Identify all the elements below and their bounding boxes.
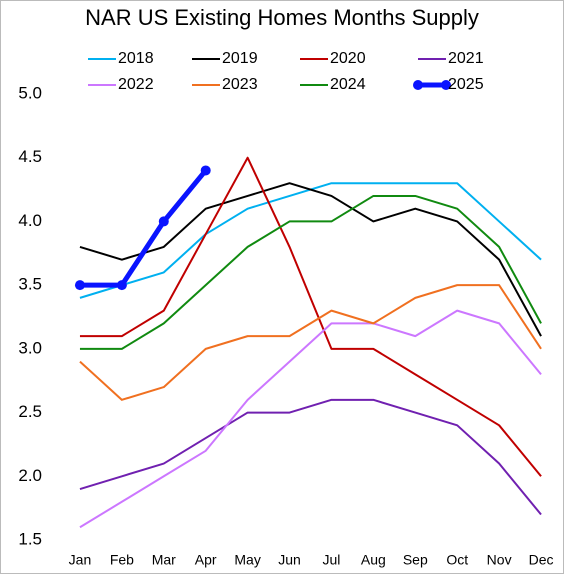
series-line (79, 284, 542, 401)
y-tick-label: 2.5 (18, 402, 42, 421)
y-tick-label: 5.0 (18, 83, 42, 102)
series-marker (158, 216, 169, 227)
y-tick-label: 3.0 (18, 338, 42, 357)
series-line (79, 156, 542, 477)
x-tick-label: Jan (69, 552, 92, 568)
legend-label: 2021 (448, 50, 484, 67)
series-line (79, 309, 542, 529)
legend-marker (441, 80, 451, 90)
x-tick-label: Apr (195, 552, 217, 568)
y-tick-label: 4.5 (18, 147, 42, 166)
legend-label: 2019 (222, 50, 258, 67)
legend-marker (413, 80, 423, 90)
x-tick-label: Oct (446, 552, 468, 568)
y-tick-label: 4.0 (18, 211, 42, 230)
x-tick-label: Mar (152, 552, 176, 568)
series-line (79, 398, 542, 516)
x-tick-label: Sep (403, 552, 428, 568)
chart-title: NAR US Existing Homes Months Supply (85, 5, 479, 30)
legend-label: 2024 (330, 76, 366, 93)
series-line (79, 182, 542, 337)
x-tick-label: Feb (110, 552, 134, 568)
x-tick-label: May (234, 552, 260, 568)
series-line (79, 168, 208, 288)
series-marker (74, 280, 85, 291)
y-tick-label: 3.5 (18, 275, 42, 294)
series-marker (116, 280, 127, 291)
series-marker (200, 165, 211, 176)
x-tick-label: Nov (487, 552, 512, 568)
x-tick-label: Jun (278, 552, 301, 568)
y-tick-label: 1.5 (18, 529, 42, 548)
x-tick-label: Dec (529, 552, 554, 568)
x-tick-label: Aug (361, 552, 386, 568)
y-tick-label: 2.0 (18, 466, 42, 485)
legend-label: 2018 (118, 50, 154, 67)
legend-label: 2020 (330, 50, 366, 67)
series-line (79, 194, 542, 350)
legend-label: 2022 (118, 76, 154, 93)
legend-label: 2023 (222, 76, 258, 93)
legend-label: 2025 (448, 76, 484, 93)
x-tick-label: Jul (323, 552, 341, 568)
